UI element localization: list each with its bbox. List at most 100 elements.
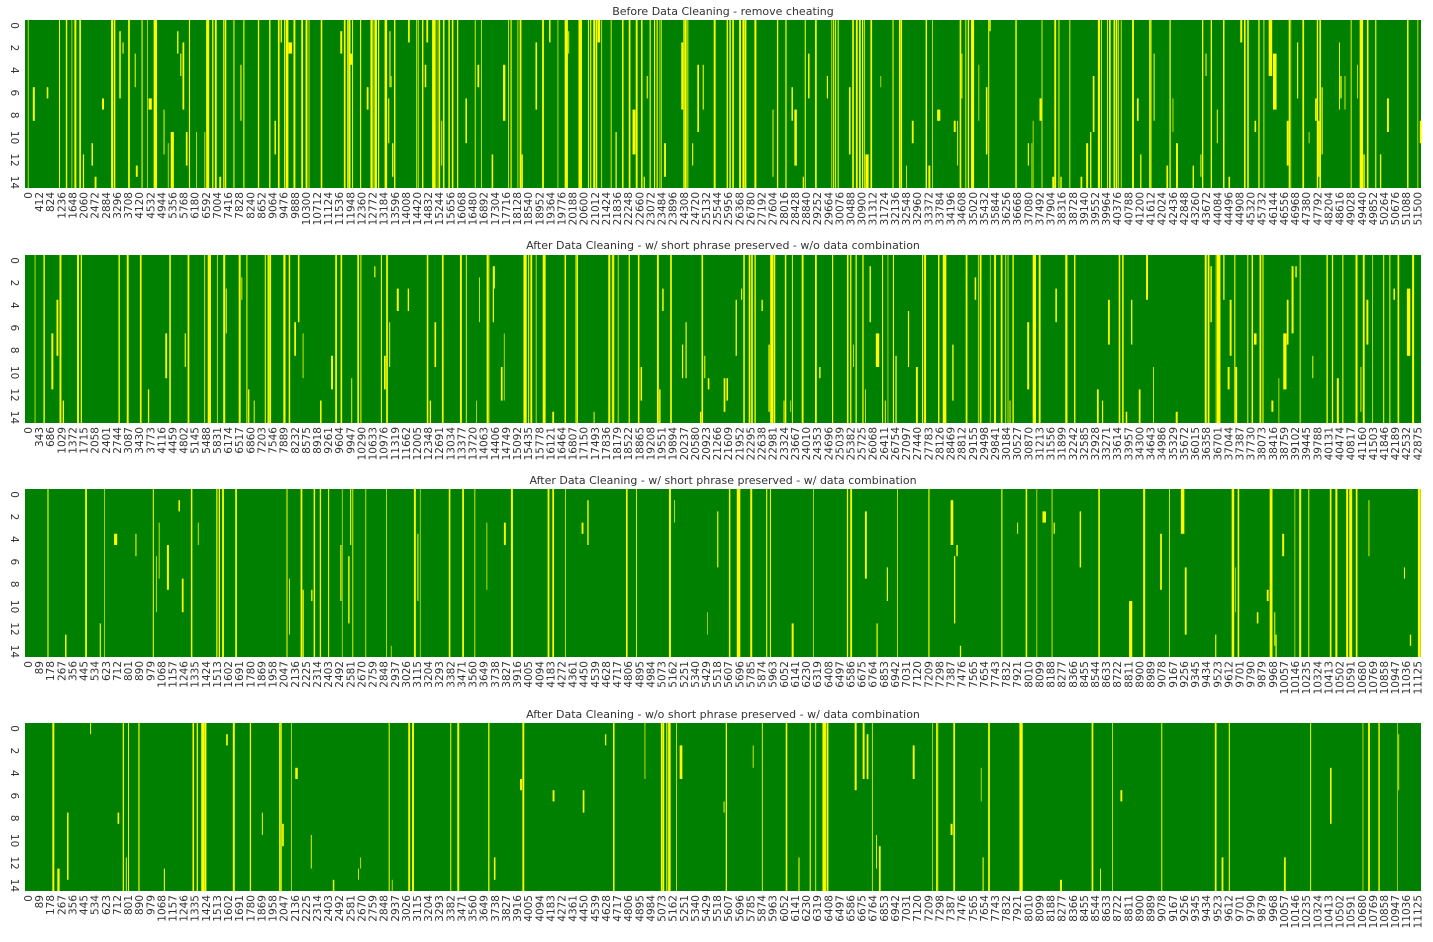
x-tick-label: 9604 [334, 427, 346, 454]
heatmap-cell [1009, 400, 1011, 423]
x-tick-label: 13034 [445, 427, 457, 461]
x-tick-label: 7828 [234, 192, 246, 219]
heatmap-cell [936, 723, 938, 891]
heatmap-cell [950, 823, 953, 835]
heatmap-cell [676, 723, 677, 891]
heatmap-cell [1136, 98, 1139, 121]
heatmap-cell [1286, 120, 1289, 166]
x-tick-label: 30076 [834, 192, 846, 226]
heatmap-cell [519, 20, 522, 188]
x-tick-label: 20237 [679, 427, 691, 460]
x-tick-label: 17304 [490, 192, 502, 226]
x-tick-label: 5518 [712, 661, 724, 688]
x-tick-label: 30900 [857, 192, 869, 225]
heatmap-cell [1254, 333, 1257, 345]
heatmap-cell [641, 20, 643, 188]
heatmap-cell [886, 567, 888, 601]
heatmap-cell [1060, 879, 1062, 891]
x-tick-label: 29841 [990, 427, 1002, 460]
x-tick-label: 1602 [223, 661, 235, 688]
heatmap-cell [181, 578, 184, 613]
heatmap-cell [643, 176, 645, 188]
heatmap-cell [666, 723, 668, 891]
heatmap-cell [253, 400, 255, 423]
x-tick-label: 3430 [134, 427, 146, 454]
heatmap-cell [240, 64, 242, 121]
y-tick-label: 8 [8, 815, 20, 822]
x-tick-label: 10680 [1357, 661, 1369, 694]
x-tick-label: 4984 [645, 895, 657, 922]
x-tick-label: 2744 [112, 427, 124, 454]
x-tick-label: 1424 [201, 895, 213, 922]
heatmap-cell [1269, 489, 1273, 657]
x-tick-label: 5607 [723, 895, 735, 922]
heatmap-cell [104, 489, 105, 657]
heatmap-cell [207, 255, 211, 423]
heatmap-cell [332, 879, 335, 891]
x-tick-label: 17493 [590, 427, 602, 460]
x-tick-label: 7031 [901, 895, 913, 922]
heatmap-cell [961, 53, 963, 99]
x-tick-label: 979 [145, 895, 157, 915]
x-tick-label: 2759 [368, 895, 380, 922]
heatmap-cell [1383, 255, 1385, 423]
heatmap-cell [1258, 20, 1260, 188]
heatmap-cell [348, 556, 350, 624]
heatmap-cell [578, 20, 582, 188]
y-tick-label: 2 [8, 280, 20, 287]
heatmap-cell [486, 522, 488, 590]
y-tick-label: 10 [8, 600, 20, 613]
x-tick-label: 10290 [356, 427, 368, 460]
heatmap-cell [1118, 255, 1121, 423]
x-tick-label: 10769 [1368, 895, 1380, 928]
heatmap-cell [442, 20, 445, 188]
x-tick-label: 19551 [657, 427, 669, 460]
heatmap-cell [1161, 723, 1163, 891]
heatmap-cell [587, 500, 589, 545]
y-tick-label: 0 [8, 491, 20, 498]
heatmap-cell [1321, 87, 1323, 155]
heatmap-cell [980, 767, 982, 802]
x-tick-label: 16464 [557, 427, 569, 461]
heatmap-cell [1172, 98, 1174, 132]
heatmap-cell [214, 20, 217, 188]
heatmap-cell [785, 20, 787, 188]
heatmap-cell [1122, 255, 1124, 423]
x-tick-label: 3115 [412, 661, 424, 688]
x-tick-label: 4717 [612, 895, 624, 922]
x-tick-label: 15435 [523, 427, 535, 460]
heatmap-cell [267, 255, 269, 423]
heatmap-cell [528, 255, 530, 423]
heatmap-cell [1278, 378, 1280, 423]
heatmap-cell [887, 255, 889, 423]
x-tick-label: 5340 [690, 895, 702, 922]
heatmap-cell [813, 489, 814, 657]
x-tick-label: 6319 [812, 661, 824, 688]
x-tick-label: 1513 [212, 895, 224, 922]
x-tick-label: 47380 [1301, 192, 1313, 225]
x-tick-label: 15778 [534, 427, 546, 460]
heatmap-cell [1310, 723, 1312, 891]
heatmap-cell [370, 20, 373, 188]
y-tick-label: 6 [8, 558, 20, 565]
heatmap-cell [91, 143, 93, 166]
x-tick-label: 45320 [1246, 192, 1258, 225]
x-tick-label: 25382 [845, 427, 857, 460]
heatmap-cell [761, 299, 763, 311]
x-tick-label: 15092 [512, 427, 524, 460]
heatmap-cell [1180, 489, 1185, 534]
x-tick-label: 9256 [1179, 895, 1191, 922]
heatmap-cell [1228, 176, 1231, 188]
x-tick-label: 3560 [468, 895, 480, 922]
x-tick-label: 0 [23, 427, 35, 434]
x-tick-label: 1780 [245, 895, 257, 922]
heatmap-cell [134, 53, 136, 88]
x-tick-label: 28840 [801, 192, 813, 225]
x-tick-label: 18179 [612, 427, 624, 460]
x-tick-label: 6230 [801, 661, 813, 688]
heatmap-cell [34, 255, 36, 423]
x-tick-label: 10858 [1379, 661, 1391, 694]
x-tick-label: 7120 [912, 661, 924, 688]
x-tick-label: 2136 [290, 661, 302, 688]
y-tick-label: 0 [8, 22, 20, 29]
